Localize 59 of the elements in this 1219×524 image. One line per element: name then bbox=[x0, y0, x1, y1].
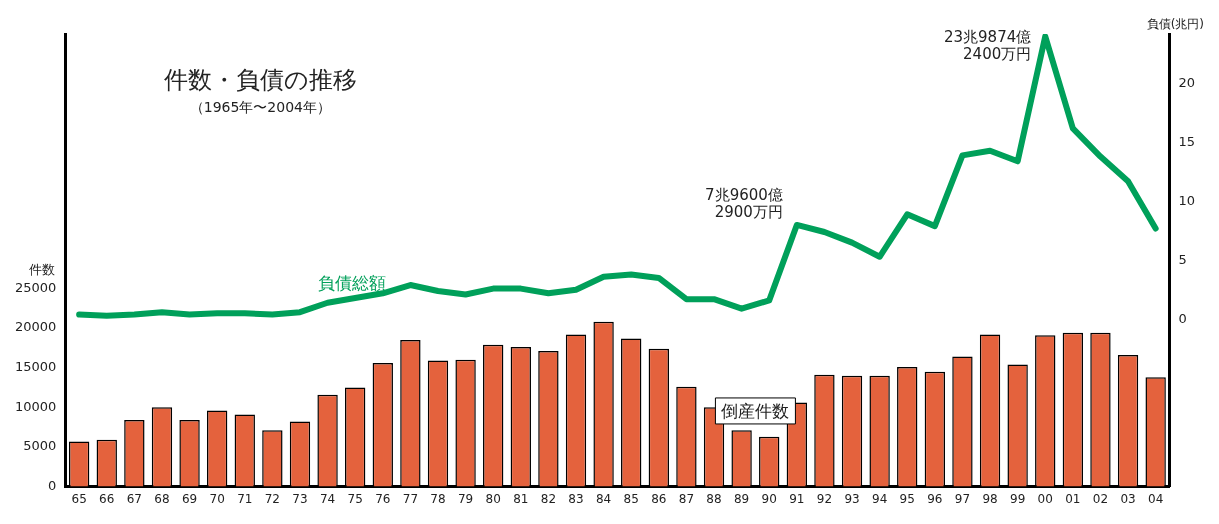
x-tick-label: 65 bbox=[71, 491, 87, 506]
y2-tick-label: 15 bbox=[1178, 133, 1195, 149]
x-tick-label: 96 bbox=[927, 491, 943, 506]
x-tick-label: 92 bbox=[816, 491, 833, 506]
x-tick-label: 75 bbox=[347, 491, 363, 506]
x-tick-label: 69 bbox=[181, 491, 198, 506]
x-tick-label: 70 bbox=[209, 491, 225, 506]
y-tick-label: 5000 bbox=[23, 438, 57, 454]
y2-tick-label: 0 bbox=[1178, 310, 1187, 326]
x-tick-label: 80 bbox=[485, 491, 501, 506]
x-tick-label: 89 bbox=[733, 491, 750, 506]
x-tick-label: 98 bbox=[982, 491, 998, 506]
text: 件数・負債の推移 bbox=[163, 66, 357, 94]
x-tick-label: 68 bbox=[154, 491, 170, 506]
x-tick-label: 88 bbox=[706, 491, 722, 506]
x-tick-label: 85 bbox=[623, 491, 639, 506]
y2-tick-label: 20 bbox=[1178, 74, 1195, 90]
annotation: 23兆9874億 2400万円 bbox=[943, 28, 1032, 64]
y2-tick-label: 5 bbox=[1178, 251, 1187, 267]
x-tick-label: 78 bbox=[430, 491, 446, 506]
y-tick-label: 15000 bbox=[15, 359, 57, 375]
x-tick-label: 67 bbox=[126, 491, 142, 506]
y-tick-label: 10000 bbox=[15, 398, 57, 414]
x-tick-label: 81 bbox=[513, 491, 529, 506]
x-tick-label: 94 bbox=[871, 491, 888, 506]
x-tick-label: 76 bbox=[375, 491, 391, 506]
x-tick-label: 83 bbox=[568, 491, 584, 506]
series-label: 負債総額 bbox=[317, 272, 386, 293]
series-label: 倒産件数 bbox=[721, 400, 790, 421]
x-tick-label: 72 bbox=[264, 491, 281, 506]
x-tick-label: 03 bbox=[1120, 491, 1136, 506]
y-tick-label: 0 bbox=[48, 477, 57, 493]
x-tick-label: 91 bbox=[789, 491, 805, 506]
x-tick-label: 90 bbox=[761, 491, 777, 506]
y-tick-label: 20000 bbox=[15, 319, 57, 335]
x-tick-label: 04 bbox=[1148, 491, 1164, 506]
x-tick-label: 66 bbox=[99, 491, 115, 506]
x-tick-label: 84 bbox=[595, 491, 612, 506]
y2-axis-title: 負債(兆円) bbox=[1146, 17, 1204, 31]
x-tick-label: 99 bbox=[1010, 491, 1026, 506]
x-tick-label: 82 bbox=[540, 491, 557, 506]
x-tick-label: 86 bbox=[651, 491, 667, 506]
y-axis-title: 件数 bbox=[29, 262, 56, 278]
x-tick-label: 79 bbox=[457, 491, 474, 506]
x-tick-label: 01 bbox=[1065, 491, 1081, 506]
x-tick-label: 73 bbox=[292, 491, 308, 506]
y2-tick-label: 10 bbox=[1178, 192, 1195, 208]
x-tick-label: 71 bbox=[237, 491, 253, 506]
x-tick-label: 02 bbox=[1092, 491, 1109, 506]
x-tick-label: 74 bbox=[319, 491, 336, 506]
x-tick-label: 87 bbox=[678, 491, 695, 506]
x-tick-label: 00 bbox=[1037, 491, 1053, 506]
x-tick-label: 97 bbox=[954, 491, 971, 506]
x-tick-label: 95 bbox=[899, 491, 915, 506]
y-tick-label: 25000 bbox=[15, 279, 57, 295]
x-tick-label: 93 bbox=[844, 491, 860, 506]
annotation: 7兆9600億 2900万円 bbox=[705, 185, 783, 221]
text: （1965年〜2004年） bbox=[189, 99, 331, 115]
x-tick-label: 77 bbox=[402, 491, 419, 506]
